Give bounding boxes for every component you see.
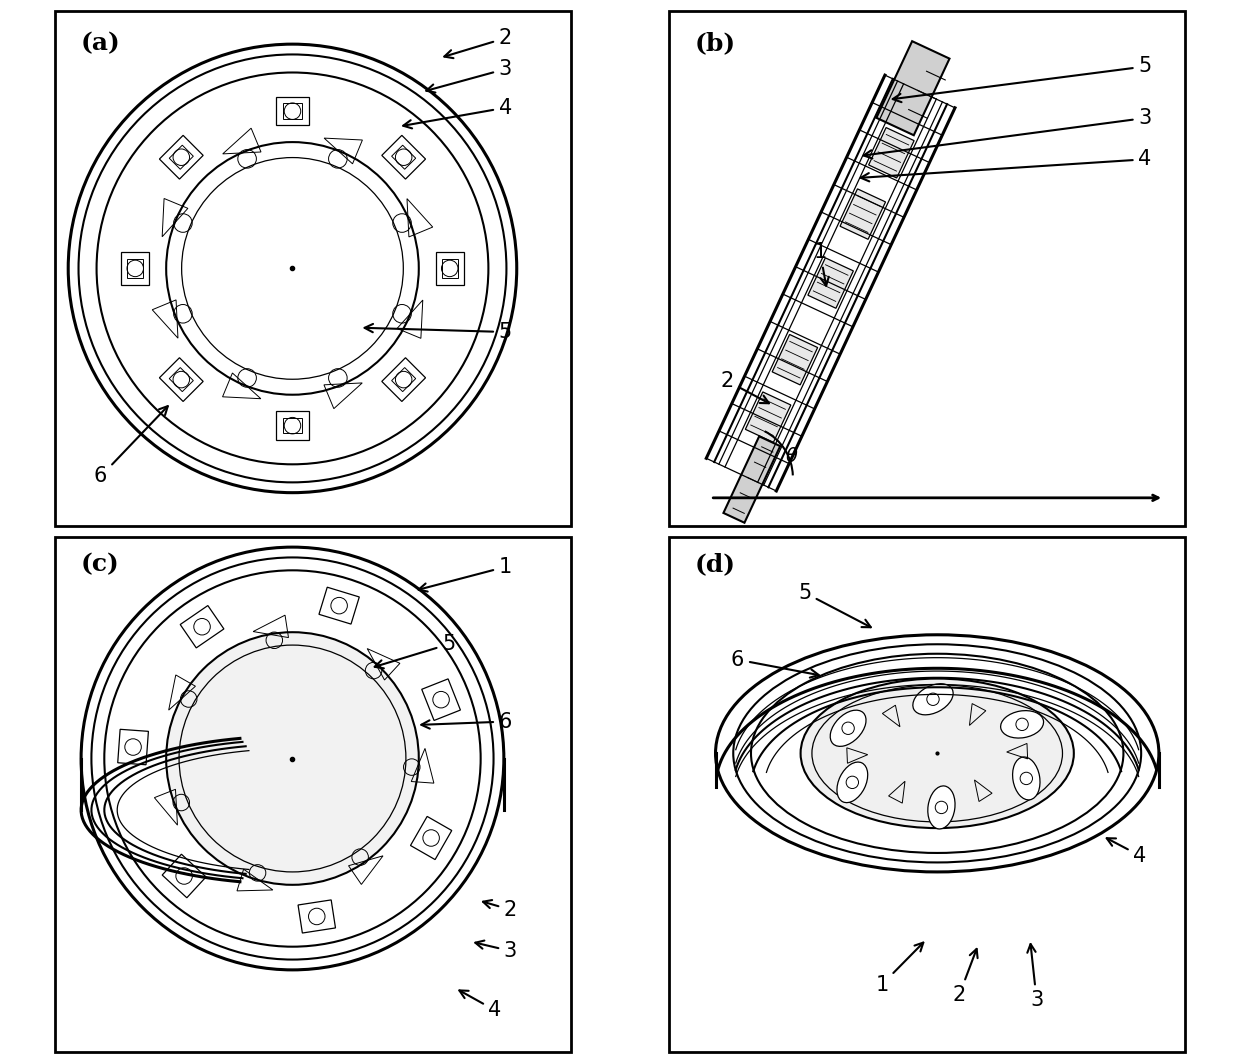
Polygon shape <box>745 392 791 442</box>
Text: 6: 6 <box>94 406 167 487</box>
Polygon shape <box>723 436 780 523</box>
Text: (c): (c) <box>81 553 120 576</box>
Text: (b): (b) <box>694 31 737 55</box>
Text: 2: 2 <box>720 371 769 403</box>
Polygon shape <box>298 900 336 933</box>
Polygon shape <box>382 358 425 402</box>
Polygon shape <box>422 679 460 721</box>
Text: 3: 3 <box>475 941 517 961</box>
Text: 3: 3 <box>427 60 512 92</box>
Text: 4: 4 <box>459 991 502 1020</box>
Text: 1: 1 <box>813 242 828 286</box>
Polygon shape <box>382 135 425 179</box>
Ellipse shape <box>831 710 866 746</box>
Text: 2: 2 <box>952 949 977 1005</box>
Polygon shape <box>877 41 950 135</box>
Text: 3: 3 <box>863 108 1152 158</box>
Ellipse shape <box>1013 757 1040 799</box>
Ellipse shape <box>1001 711 1044 738</box>
Polygon shape <box>122 252 149 285</box>
Ellipse shape <box>837 762 868 803</box>
Polygon shape <box>275 411 309 440</box>
Polygon shape <box>180 606 224 647</box>
Text: 3: 3 <box>1027 944 1043 1010</box>
Polygon shape <box>162 855 206 898</box>
Text: 6: 6 <box>422 711 512 731</box>
Text: 5: 5 <box>799 583 870 627</box>
Polygon shape <box>319 587 360 624</box>
Text: 6: 6 <box>732 649 818 677</box>
Polygon shape <box>869 128 914 178</box>
Ellipse shape <box>928 786 955 829</box>
Polygon shape <box>839 189 885 239</box>
Text: (d): (d) <box>694 553 735 576</box>
Circle shape <box>166 632 419 884</box>
Text: 4: 4 <box>861 149 1152 182</box>
Polygon shape <box>773 335 817 385</box>
Polygon shape <box>275 97 309 125</box>
Ellipse shape <box>913 684 954 714</box>
Polygon shape <box>410 816 451 860</box>
Text: 5: 5 <box>374 635 455 669</box>
Polygon shape <box>160 358 203 402</box>
Polygon shape <box>435 252 464 285</box>
Text: 4: 4 <box>1107 839 1146 865</box>
Polygon shape <box>118 729 149 764</box>
Text: 1: 1 <box>875 943 924 995</box>
Polygon shape <box>160 135 203 179</box>
Text: $\theta$: $\theta$ <box>785 446 799 466</box>
Text: 4: 4 <box>403 98 512 129</box>
Polygon shape <box>808 258 853 308</box>
Text: 2: 2 <box>484 899 517 919</box>
Text: 2: 2 <box>444 28 512 58</box>
Text: 5: 5 <box>365 322 512 342</box>
Text: (a): (a) <box>81 31 120 55</box>
Text: 5: 5 <box>893 56 1152 102</box>
Text: 1: 1 <box>419 557 512 592</box>
Ellipse shape <box>801 678 1074 828</box>
